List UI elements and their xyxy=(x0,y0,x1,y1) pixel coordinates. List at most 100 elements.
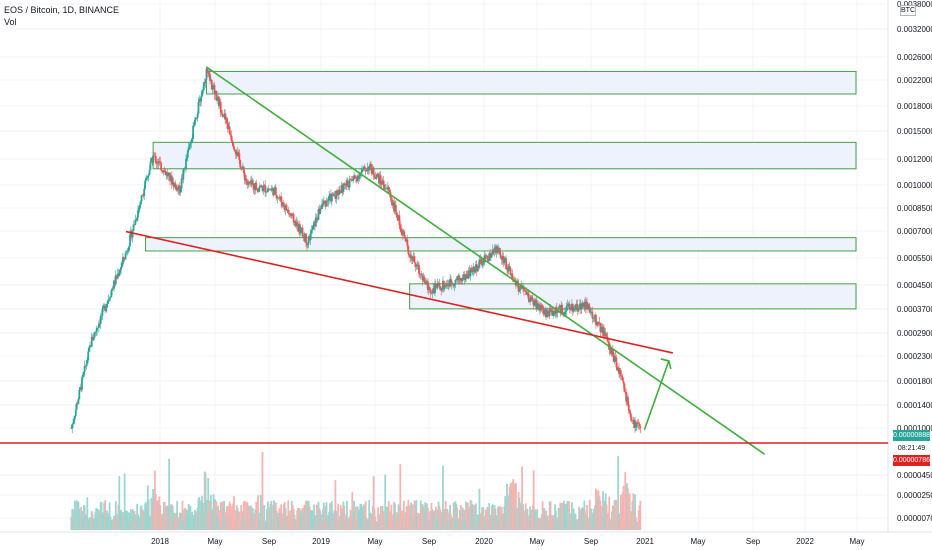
candle-body xyxy=(358,176,361,179)
candle-body xyxy=(564,311,567,313)
candle-body xyxy=(97,323,100,328)
candle-body xyxy=(519,285,522,290)
candle-body xyxy=(133,224,136,226)
candle-body xyxy=(100,315,103,317)
currency-badge[interactable]: BTC xyxy=(900,5,916,16)
candle-body xyxy=(443,285,446,289)
candle-body xyxy=(426,281,429,290)
candle-body xyxy=(507,265,510,272)
candle-body xyxy=(137,210,139,218)
candle-body xyxy=(627,404,630,411)
chart-legend: EOS / Bitcoin, 1D, BINANCE Vol xyxy=(4,4,119,28)
symbol-title[interactable]: EOS / Bitcoin, 1D, BINANCE xyxy=(4,5,120,15)
candle-body xyxy=(478,259,481,268)
candle-body xyxy=(226,117,228,124)
candle-body xyxy=(413,256,416,263)
candle-body xyxy=(233,146,235,150)
volume-bar xyxy=(442,465,444,530)
candle-body xyxy=(275,194,278,199)
candle-body xyxy=(190,142,193,144)
x-tick-label: 2022 xyxy=(796,537,814,546)
candle-body xyxy=(167,174,170,177)
candle-body xyxy=(537,303,540,305)
candle-body xyxy=(184,168,187,170)
candle-body xyxy=(243,172,246,181)
candle-body xyxy=(158,161,161,162)
volume-bar xyxy=(634,494,636,530)
volume-bar xyxy=(446,508,449,530)
candle-body xyxy=(147,174,150,177)
volume-bar xyxy=(75,500,78,530)
candle-body xyxy=(360,172,363,174)
candle-body xyxy=(230,135,233,141)
volume-bar xyxy=(240,505,243,530)
candle-body xyxy=(83,365,86,372)
candle-body xyxy=(77,398,80,404)
candle-body xyxy=(536,303,539,310)
volume-bar xyxy=(504,496,507,530)
candle-body xyxy=(439,286,442,289)
candle-body xyxy=(338,189,340,195)
volume-bar xyxy=(261,452,264,530)
y-tick-label: 0.0000250 xyxy=(897,491,932,500)
price-zone xyxy=(152,141,857,170)
candle-body xyxy=(328,195,331,201)
volume-bar xyxy=(384,474,387,530)
candle-body xyxy=(266,189,269,192)
volume-bar xyxy=(238,511,241,530)
volume-bar xyxy=(259,494,262,530)
candle-body xyxy=(527,292,530,299)
candle-body xyxy=(241,168,243,170)
candle-body xyxy=(82,371,85,375)
candle-body xyxy=(417,264,419,266)
price-axis[interactable]: 0.0038000 0.0032000 0.0026000 0.0022000 0.00… xyxy=(897,0,932,523)
candle-body xyxy=(593,317,596,319)
candle-body xyxy=(362,168,364,170)
candle-body xyxy=(105,307,107,311)
candle-body xyxy=(596,322,599,325)
volume-bar xyxy=(322,502,325,530)
candle-body xyxy=(186,157,188,159)
candle-body xyxy=(624,391,627,393)
candle-body xyxy=(140,195,143,202)
candle-body xyxy=(541,305,544,308)
candle-body xyxy=(327,200,330,202)
volume-bar xyxy=(426,507,429,530)
candle-body xyxy=(218,96,220,106)
candle-body xyxy=(348,179,351,188)
volume-indicator-label[interactable]: Vol xyxy=(4,17,17,27)
volume-bar xyxy=(168,458,171,530)
candle-body xyxy=(619,370,622,376)
candle-body xyxy=(524,290,527,292)
candle-body xyxy=(563,312,566,314)
candle-body xyxy=(118,272,121,276)
candle-body xyxy=(554,313,556,315)
volume-bar xyxy=(461,507,464,530)
candle-body xyxy=(201,90,203,97)
candle-body xyxy=(70,428,73,429)
candle-body xyxy=(280,196,283,203)
candle-body xyxy=(232,142,235,147)
candle-body xyxy=(574,305,577,309)
candle-body xyxy=(122,257,125,260)
candle-body xyxy=(322,200,325,205)
candle-body xyxy=(346,180,349,187)
candle-body xyxy=(361,169,363,173)
candle-body xyxy=(191,138,194,143)
candle-body xyxy=(84,365,87,367)
candle-body xyxy=(614,356,617,358)
volume-bar xyxy=(411,504,414,530)
x-tick-label: May xyxy=(529,537,544,546)
time-axis[interactable]: 2018 May Sep 2019 May Sep 2020 May Sep 2021 May Sep… xyxy=(0,531,932,546)
projection-arrow xyxy=(643,360,670,431)
volume-bar xyxy=(257,495,259,530)
candle-body xyxy=(636,422,639,424)
candle-body xyxy=(354,175,356,178)
candle-body xyxy=(622,380,625,384)
candle-body xyxy=(517,284,520,292)
volume-bar xyxy=(399,464,402,530)
candle-body xyxy=(428,287,431,291)
candle-body xyxy=(372,167,375,175)
candle-body xyxy=(383,185,386,189)
